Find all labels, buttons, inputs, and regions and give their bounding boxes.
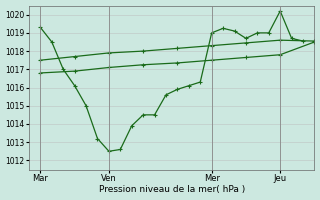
X-axis label: Pression niveau de la mer( hPa ): Pression niveau de la mer( hPa ) [99,185,245,194]
